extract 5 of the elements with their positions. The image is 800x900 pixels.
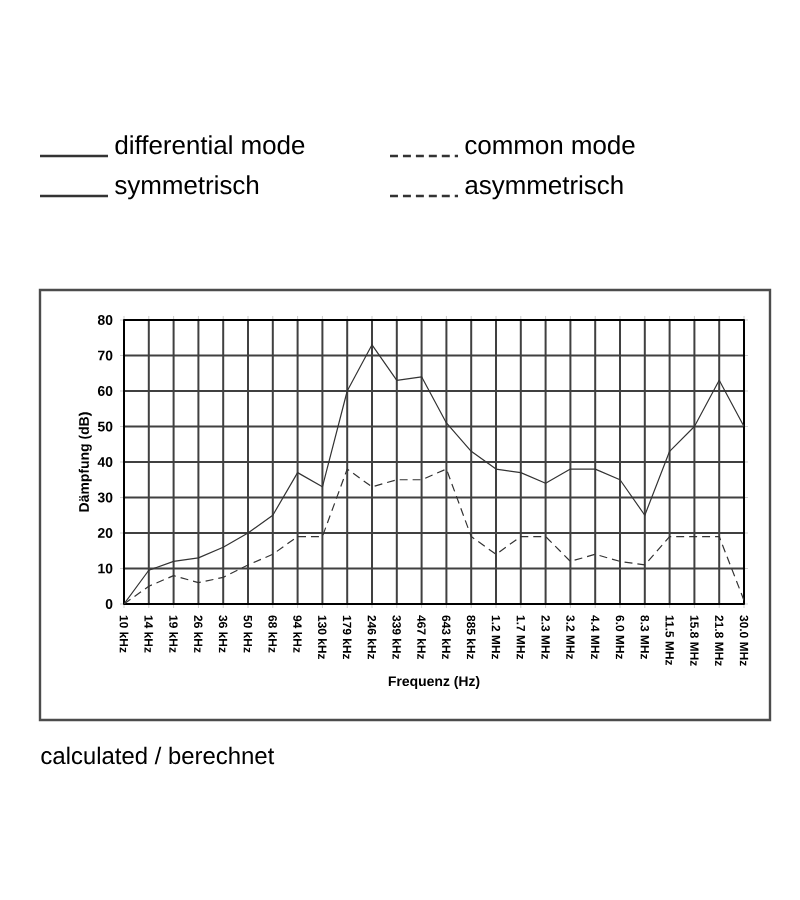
text: calculated / berechnet [41, 746, 275, 765]
text: symmetrisch [115, 175, 259, 200]
text: asymmetrisch [465, 175, 623, 200]
legend-label: differential mode [115, 135, 305, 155]
legend-label: common mode [465, 135, 635, 155]
